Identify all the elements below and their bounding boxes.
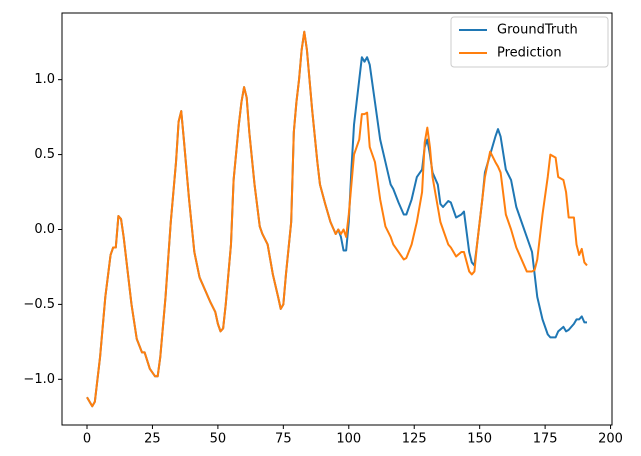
y-tick-label: −1.0 xyxy=(23,372,55,387)
x-tick-label: 125 xyxy=(402,432,427,447)
x-tick-label: 25 xyxy=(144,432,161,447)
series-line xyxy=(86,30,588,408)
legend-label: Prediction xyxy=(497,46,562,61)
x-tick-label: 200 xyxy=(598,432,623,447)
y-tick-label: 1.0 xyxy=(34,72,55,87)
y-tick-label: −0.5 xyxy=(23,297,55,312)
x-tick-label: 75 xyxy=(275,432,292,447)
y-tick-label: 0.0 xyxy=(34,222,55,237)
plot-frame xyxy=(61,12,613,426)
x-tick-label: 0 xyxy=(83,432,91,447)
x-tick-label: 50 xyxy=(210,432,227,447)
x-tick-label: 100 xyxy=(336,432,361,447)
x-tick-label: 150 xyxy=(467,432,492,447)
y-tick-label: 0.5 xyxy=(34,147,55,162)
legend-box xyxy=(450,16,609,68)
x-tick-label: 175 xyxy=(533,432,558,447)
legend-label: GroundTruth xyxy=(497,23,578,38)
